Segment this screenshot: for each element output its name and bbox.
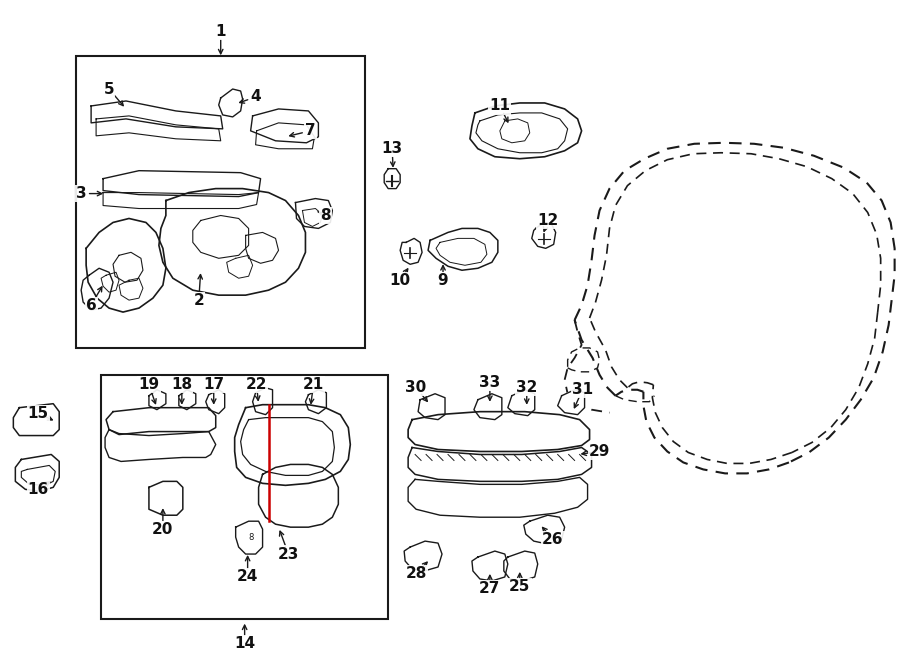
Polygon shape <box>227 255 253 278</box>
Text: 4: 4 <box>250 89 261 104</box>
Polygon shape <box>476 113 568 153</box>
Text: 15: 15 <box>28 406 49 421</box>
Text: 17: 17 <box>203 377 224 392</box>
Polygon shape <box>404 541 442 571</box>
Polygon shape <box>219 89 243 117</box>
Polygon shape <box>408 477 588 517</box>
Text: 33: 33 <box>480 375 500 390</box>
Polygon shape <box>256 123 314 149</box>
Polygon shape <box>119 278 143 300</box>
Text: 21: 21 <box>302 377 324 392</box>
Polygon shape <box>472 551 508 581</box>
Text: 7: 7 <box>305 124 316 138</box>
Polygon shape <box>524 515 564 544</box>
Polygon shape <box>101 272 119 292</box>
Polygon shape <box>305 390 327 414</box>
Polygon shape <box>532 223 555 249</box>
Text: 30: 30 <box>406 380 427 395</box>
Text: 6: 6 <box>86 297 96 313</box>
Polygon shape <box>104 171 261 196</box>
Polygon shape <box>508 390 535 416</box>
Text: 9: 9 <box>437 273 448 288</box>
Polygon shape <box>104 192 258 208</box>
Polygon shape <box>148 390 166 410</box>
Polygon shape <box>408 412 590 451</box>
Text: 22: 22 <box>246 377 267 392</box>
Polygon shape <box>91 101 222 129</box>
Polygon shape <box>384 169 400 188</box>
Polygon shape <box>246 233 278 263</box>
Text: 1: 1 <box>215 24 226 39</box>
Polygon shape <box>250 109 319 143</box>
Polygon shape <box>106 408 216 434</box>
Bar <box>76 56 365 348</box>
Polygon shape <box>400 239 422 264</box>
Polygon shape <box>558 390 585 414</box>
Polygon shape <box>15 455 59 491</box>
Text: 25: 25 <box>509 580 530 594</box>
Text: 13: 13 <box>382 141 402 156</box>
Polygon shape <box>22 465 55 485</box>
Polygon shape <box>258 465 338 527</box>
Polygon shape <box>86 219 166 312</box>
Text: 20: 20 <box>152 522 174 537</box>
Bar <box>101 375 388 619</box>
Text: 10: 10 <box>390 273 410 288</box>
Polygon shape <box>148 481 183 515</box>
Text: 32: 32 <box>516 380 537 395</box>
Polygon shape <box>240 418 335 475</box>
Polygon shape <box>105 430 216 461</box>
Polygon shape <box>193 215 248 258</box>
Text: 11: 11 <box>490 98 510 114</box>
Text: 8: 8 <box>320 208 330 223</box>
Text: 29: 29 <box>589 444 610 459</box>
Polygon shape <box>14 404 59 436</box>
Polygon shape <box>253 388 273 414</box>
Text: 14: 14 <box>234 636 256 651</box>
Polygon shape <box>418 394 445 420</box>
Text: 18: 18 <box>171 377 193 392</box>
Text: 5: 5 <box>104 81 114 97</box>
Polygon shape <box>474 394 502 420</box>
Polygon shape <box>179 390 196 410</box>
Polygon shape <box>302 208 322 227</box>
Text: 27: 27 <box>479 582 500 596</box>
Text: 3: 3 <box>76 186 86 201</box>
Text: 16: 16 <box>28 482 49 497</box>
Polygon shape <box>206 390 225 414</box>
Text: 28: 28 <box>405 566 427 582</box>
Polygon shape <box>113 253 143 282</box>
Text: 31: 31 <box>572 382 593 397</box>
Polygon shape <box>428 229 498 270</box>
Polygon shape <box>408 447 591 481</box>
Text: 26: 26 <box>542 531 563 547</box>
Polygon shape <box>236 521 263 554</box>
Text: 8: 8 <box>248 533 253 541</box>
Polygon shape <box>96 116 220 141</box>
Polygon shape <box>436 239 487 265</box>
Polygon shape <box>235 405 350 485</box>
Polygon shape <box>504 551 537 581</box>
Text: 2: 2 <box>194 293 204 307</box>
Text: 23: 23 <box>278 547 299 562</box>
Polygon shape <box>81 268 113 310</box>
Text: 19: 19 <box>139 377 159 392</box>
Polygon shape <box>159 188 305 295</box>
Polygon shape <box>500 119 530 143</box>
Polygon shape <box>470 103 581 159</box>
Text: 24: 24 <box>237 570 258 584</box>
Polygon shape <box>295 198 332 229</box>
Text: 12: 12 <box>537 213 558 228</box>
